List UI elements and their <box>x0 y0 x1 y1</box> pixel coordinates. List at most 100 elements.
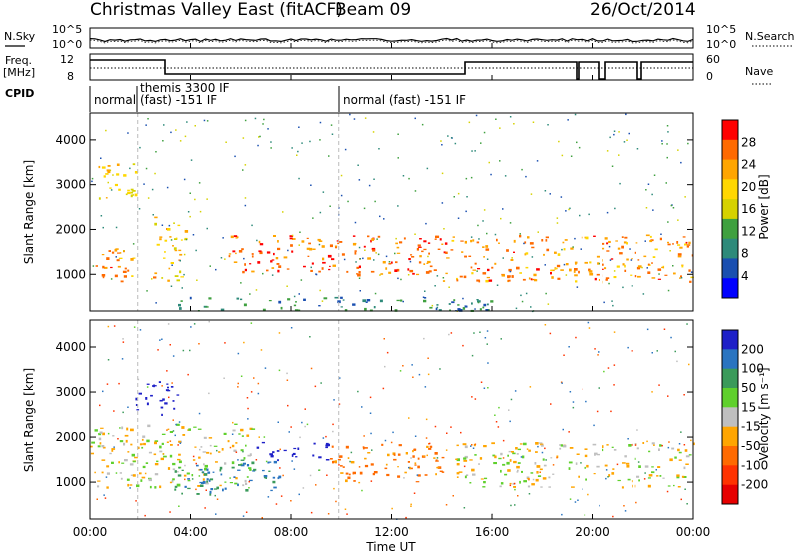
velocity-scatter <box>613 384 615 386</box>
power-cell <box>589 261 592 264</box>
velocity-scatter <box>500 338 502 340</box>
velocity-scatter <box>315 484 317 486</box>
velocity-scatter <box>237 352 240 355</box>
power-scatter <box>629 248 631 250</box>
power-scatter <box>298 177 300 180</box>
velocity-cell <box>142 435 146 438</box>
cpid-label: CPID <box>5 87 34 100</box>
velocity-cell <box>397 466 399 468</box>
velocity-cell <box>161 433 166 435</box>
velocity-cell <box>325 446 328 449</box>
velocity-scatter <box>208 320 210 323</box>
velocity-cell <box>613 449 617 451</box>
power-cell <box>508 268 512 272</box>
power-cell <box>453 299 456 302</box>
power-cell <box>396 252 401 254</box>
power-scatter <box>441 144 443 146</box>
velocity-scatter <box>309 336 311 338</box>
velocity-scatter <box>588 327 591 329</box>
power-scatter <box>611 300 613 302</box>
velocity-cell <box>647 477 651 479</box>
velocity-cell <box>659 475 662 477</box>
velocity-cell <box>270 455 274 458</box>
velocity-scatter <box>178 467 181 469</box>
velocity-cell <box>202 478 205 481</box>
power-scatter <box>244 197 247 199</box>
power-cell <box>370 239 372 243</box>
power-scatter <box>368 184 371 187</box>
velocity-scatter <box>631 350 634 352</box>
power-cell <box>684 243 688 246</box>
power-cell <box>358 271 361 274</box>
power-cell <box>367 257 371 260</box>
power-cell <box>451 301 455 304</box>
xaxis-label: Time UT <box>365 540 416 554</box>
power-scatter <box>312 217 314 219</box>
power-cell <box>344 309 348 312</box>
time-tick-label: 00:00 <box>676 525 711 539</box>
power-cell <box>685 241 688 244</box>
velocity-scatter <box>413 492 416 494</box>
power-cell <box>107 171 111 174</box>
velocity-cell <box>684 449 688 452</box>
velocity-cell <box>204 473 208 476</box>
power-cell <box>615 240 618 242</box>
velocity-cell <box>176 423 180 426</box>
velocity-scatter <box>264 367 267 369</box>
power-scatter <box>224 258 226 260</box>
power-cell <box>132 190 136 192</box>
power-cell <box>153 276 157 279</box>
power-cell <box>610 258 614 260</box>
velocity-scatter <box>634 444 637 446</box>
power-scatter <box>243 257 245 260</box>
velocity-scatter <box>267 496 270 498</box>
velocity-cell <box>183 474 187 477</box>
power-cell <box>645 234 650 237</box>
power-cell <box>275 257 279 260</box>
velocity-scatter <box>240 375 243 377</box>
noise-tick-high-left: 10^5 <box>52 23 82 36</box>
power-cell <box>365 301 368 303</box>
velocity-scatter <box>569 391 572 393</box>
power-scatter <box>196 279 198 281</box>
power-scatter <box>500 217 502 220</box>
power-scatter <box>495 118 497 120</box>
power-scatter <box>155 302 157 304</box>
power-scatter <box>532 121 535 123</box>
velocity-scatter <box>386 351 389 354</box>
velocity-cell <box>692 442 695 446</box>
velocity-cell <box>656 475 659 477</box>
velocity-cell <box>174 488 177 491</box>
velocity-cell <box>101 459 106 461</box>
power-cell <box>575 280 578 283</box>
power-cell <box>179 270 182 274</box>
beam-label: Beam 09 <box>335 0 411 20</box>
velocity-scatter <box>445 449 448 451</box>
velocity-scatter <box>427 373 430 376</box>
velocity-scatter <box>122 341 125 343</box>
power-scatter <box>183 178 186 181</box>
power-cell <box>474 262 477 265</box>
velocity-cell <box>474 454 477 456</box>
power-scatter <box>672 265 674 267</box>
velocity-cell <box>178 440 181 443</box>
velocity-scatter <box>510 504 512 507</box>
velocity-scatter <box>463 465 466 468</box>
velocity-scatter <box>587 493 589 496</box>
velocity-cell <box>204 464 208 468</box>
nsky-trace <box>89 37 694 43</box>
power-cell <box>419 255 422 258</box>
power-scatter <box>155 151 157 153</box>
nave-label: Nave <box>745 65 773 78</box>
velocity-cell <box>129 463 134 466</box>
velocity-cell <box>509 459 512 462</box>
velocity-cell <box>154 440 159 442</box>
velocity-scatter <box>390 441 393 444</box>
power-cell <box>293 304 297 307</box>
velocity-cell <box>434 452 438 455</box>
velocity-cell <box>523 442 527 446</box>
velocity-cell <box>433 457 436 459</box>
velocity-cell <box>253 468 257 471</box>
power-cell <box>354 243 357 245</box>
power-cell <box>289 235 294 238</box>
